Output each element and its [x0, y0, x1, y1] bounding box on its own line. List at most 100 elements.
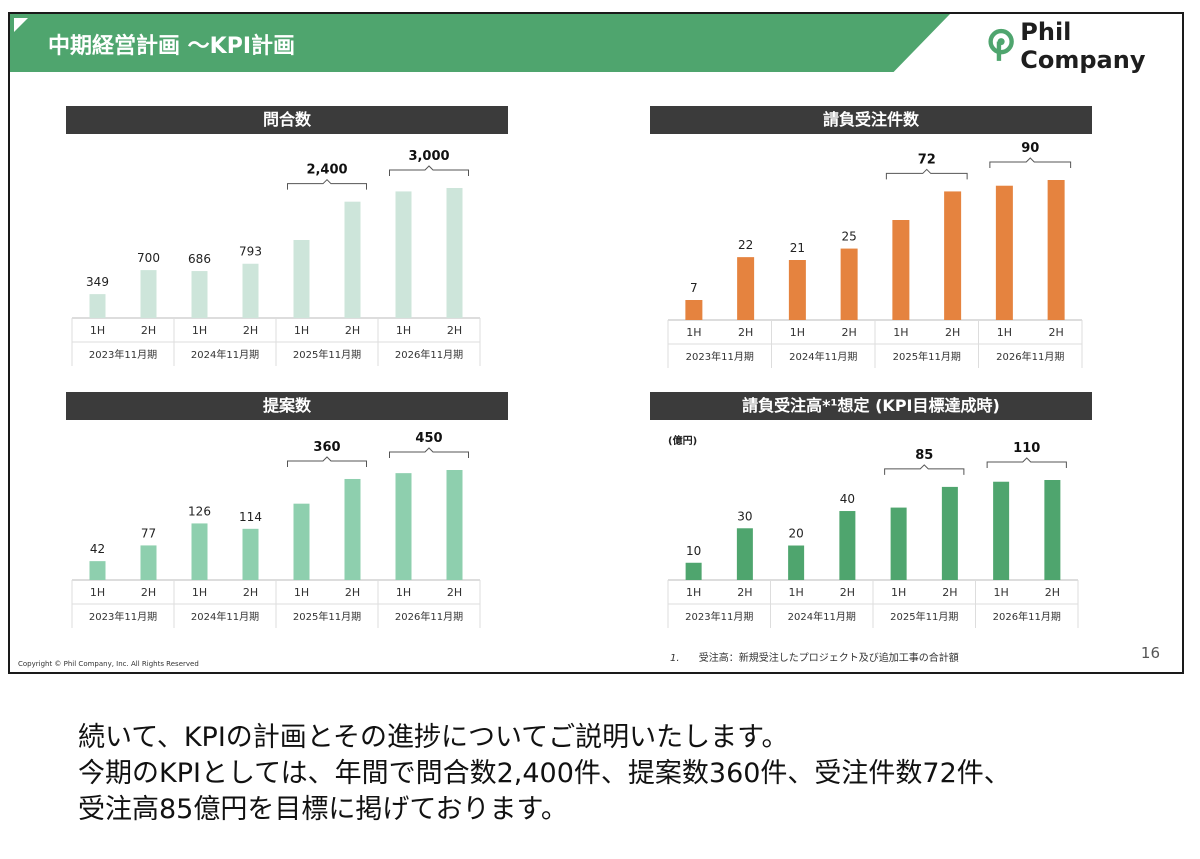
tick-label-0: 1H [90, 324, 105, 337]
total-bracket-1 [389, 165, 469, 176]
tick-label-4: 1H [294, 586, 309, 599]
tick-label-3: 2H [841, 326, 856, 339]
data-label-0: 7 [690, 281, 698, 295]
group-label-3: 2026年11月期 [996, 350, 1064, 363]
tick-label-3: 2H [243, 586, 258, 599]
data-label-3: 114 [239, 510, 262, 524]
bar-1 [140, 545, 157, 580]
footnote-text: 受注高：新規受注したプロジェクト及び追加工事の合計額 [698, 653, 959, 664]
group-label-2: 2025年11月期 [890, 610, 958, 623]
bar-5 [344, 478, 361, 580]
group-label-1: 2024年11月期 [191, 348, 259, 361]
bar-6 [395, 191, 412, 318]
group-label-0: 2023年11月期 [686, 350, 754, 363]
group-label-3: 2026年11月期 [993, 610, 1061, 623]
total-label-1: 3,000 [408, 149, 449, 164]
bar-2 [788, 260, 806, 320]
group-label-0: 2023年11月期 [89, 610, 157, 623]
tick-label-6: 1H [997, 326, 1012, 339]
tick-label-2: 1H [192, 324, 207, 337]
bar-1 [140, 270, 157, 318]
tick-label-0: 1H [90, 586, 105, 599]
total-bracket-0 [885, 168, 968, 180]
bar-3 [839, 511, 856, 580]
caption-line-3: 受注高85億円を目標に掲げております。 [78, 794, 568, 825]
phil-logo-icon [988, 28, 1014, 61]
bar-4 [293, 503, 310, 580]
bar-5 [941, 486, 958, 580]
bar-4 [890, 507, 907, 580]
bar-4 [293, 240, 310, 318]
footnote: 1. 受注高：新規受注したプロジェクト及び追加工事の合計額 [670, 649, 959, 664]
bar-5 [944, 191, 962, 320]
data-label-3: 793 [239, 245, 262, 259]
bar-6 [993, 481, 1010, 580]
data-label-3: 25 [841, 230, 856, 244]
caption-line-1: 続いて、KPIの計画とその進捗についてご説明いたします。 [78, 722, 789, 753]
chart-header-proposals: 提案数 [66, 392, 508, 420]
group-label-1: 2024年11月期 [789, 350, 857, 363]
tick-label-7: 2H [1045, 586, 1060, 599]
total-label-0: 360 [313, 440, 340, 455]
data-label-0: 42 [90, 542, 105, 556]
group-label-3: 2026年11月期 [395, 348, 463, 361]
tick-label-3: 2H [840, 586, 855, 599]
group-label-2: 2025年11月期 [893, 350, 961, 363]
total-bracket-1 [989, 157, 1072, 168]
total-bracket-1 [986, 457, 1067, 468]
bar-0 [685, 562, 702, 580]
slide-title: 中期経営計画 ～KPI計画 [48, 34, 296, 59]
tick-label-7: 2H [447, 324, 462, 337]
tick-label-7: 2H [1048, 326, 1063, 339]
tick-label-5: 2H [942, 586, 957, 599]
tick-label-2: 1H [192, 586, 207, 599]
total-label-0: 85 [915, 448, 933, 463]
logo-text: Phil Company [1020, 18, 1146, 74]
tick-label-2: 1H [788, 586, 803, 599]
bar-3 [242, 263, 259, 318]
chart-amount: 10 1H 30 2H 20 1H 40 2H 1H 2H 1H 2H 2023年11月期 2024年11… [667, 441, 1079, 628]
slide: 中期経営計画 ～KPI計画 Phil Company 問合数 349 1H 700 2… [8, 12, 1184, 674]
tick-label-3: 2H [243, 324, 258, 337]
data-label-3: 40 [840, 492, 855, 506]
tick-label-1: 2H [141, 324, 156, 337]
total-label-0: 2,400 [306, 163, 347, 178]
tick-label-0: 1H [686, 326, 701, 339]
group-label-0: 2023年11月期 [685, 610, 753, 623]
data-label-0: 10 [686, 544, 701, 558]
copyright: Copyright © Phil Company, Inc. All Right… [18, 660, 199, 668]
tick-label-0: 1H [686, 586, 701, 599]
data-label-1: 77 [141, 526, 156, 540]
group-label-3: 2026年11月期 [395, 610, 463, 623]
chart-proposals: 42 1H 77 2H 126 1H 114 2H 1H 2H 1H 2H 2023年11月期 2024年… [71, 431, 481, 628]
data-label-2: 686 [188, 252, 211, 266]
caption-line-2: 今期のKPIとしては、年間で問合数2,400件、提案数360件、受注件数72件、 [78, 758, 1011, 789]
bar-0 [89, 294, 106, 318]
bar-1 [737, 257, 755, 320]
tick-label-6: 1H [993, 586, 1008, 599]
title-bar: 中期経営計画 ～KPI計画 [10, 14, 950, 72]
tick-label-1: 2H [141, 586, 156, 599]
tick-label-1: 2H [737, 586, 752, 599]
bar-3 [242, 528, 259, 580]
bar-4 [892, 220, 910, 320]
bar-3 [840, 248, 858, 320]
bar-0 [89, 561, 106, 580]
tick-label-4: 1H [891, 586, 906, 599]
data-label-1: 22 [738, 238, 753, 252]
total-bracket-0 [287, 178, 367, 190]
group-label-0: 2023年11月期 [89, 348, 157, 361]
total-label-1: 90 [1021, 141, 1039, 156]
bar-7 [446, 188, 463, 318]
tick-label-2: 1H [790, 326, 805, 339]
bar-5 [344, 201, 361, 318]
tick-label-7: 2H [447, 586, 462, 599]
tick-label-6: 1H [396, 586, 411, 599]
chart-header-amount: 請負受注高*¹想定 (KPI目標達成時) [650, 392, 1092, 420]
bar-2 [788, 545, 805, 580]
total-label-1: 450 [415, 431, 442, 446]
data-label-2: 21 [790, 241, 805, 255]
bar-2 [191, 271, 208, 318]
bar-0 [685, 300, 703, 320]
tick-label-5: 2H [345, 586, 360, 599]
